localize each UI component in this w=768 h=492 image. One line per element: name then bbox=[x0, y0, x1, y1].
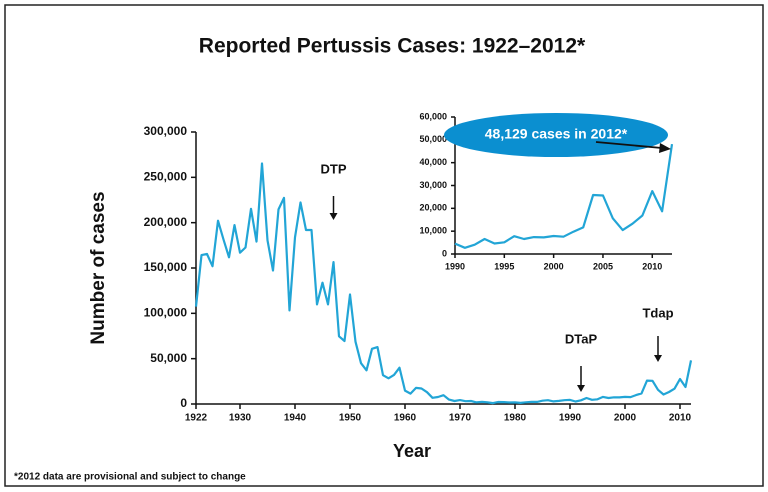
y-tick-label: 150,000 bbox=[144, 260, 188, 274]
x-tick-label: 1995 bbox=[494, 261, 514, 271]
annotation-label: Tdap bbox=[642, 305, 673, 320]
y-tick-label: 0 bbox=[442, 248, 447, 258]
x-tick-label: 1990 bbox=[445, 261, 465, 271]
x-tick-label: 2000 bbox=[614, 413, 637, 424]
callout-label: 48,129 cases in 2012* bbox=[485, 126, 628, 142]
y-tick-label: 50,000 bbox=[419, 134, 447, 144]
annotation-label: DTP bbox=[321, 161, 347, 176]
x-tick-label: 2005 bbox=[593, 261, 613, 271]
y-tick-label: 50,000 bbox=[150, 351, 187, 365]
x-axis-label: Year bbox=[393, 441, 431, 461]
y-tick-label: 40,000 bbox=[419, 157, 447, 167]
y-tick-label: 20,000 bbox=[419, 203, 447, 213]
x-tick-label: 1990 bbox=[559, 413, 582, 424]
x-tick-label: 2010 bbox=[669, 413, 692, 424]
x-tick-label: 1980 bbox=[504, 413, 527, 424]
annotation-label: DTaP bbox=[565, 331, 598, 346]
arrow-head bbox=[577, 385, 585, 392]
x-tick-label: 1930 bbox=[229, 413, 252, 424]
frame bbox=[4, 4, 764, 487]
callout-arrow bbox=[595, 141, 663, 149]
arrow-head bbox=[329, 213, 338, 220]
y-axis-label: Number of cases bbox=[88, 191, 109, 344]
y-tick-label: 200,000 bbox=[144, 215, 188, 229]
x-tick-label: 1960 bbox=[394, 413, 417, 424]
data-line bbox=[454, 143, 674, 249]
arrow-head bbox=[659, 143, 671, 153]
y-tick-label: 30,000 bbox=[419, 180, 447, 190]
y-tick-label: 250,000 bbox=[144, 170, 188, 184]
y-tick-label: 100,000 bbox=[144, 306, 188, 320]
x-tick-label: 1950 bbox=[339, 413, 362, 424]
x-tick-label: 1940 bbox=[284, 413, 307, 424]
data-line bbox=[194, 162, 693, 405]
y-tick-label: 300,000 bbox=[144, 124, 188, 138]
callout-bubble bbox=[444, 113, 668, 157]
x-tick-label: 1970 bbox=[449, 413, 472, 424]
y-tick-label: 60,000 bbox=[419, 111, 447, 121]
footnote: *2012 data are provisional and subject t… bbox=[14, 472, 246, 483]
y-tick-label: 0 bbox=[180, 396, 187, 410]
x-tick-label: 2010 bbox=[642, 261, 662, 271]
x-tick-label: 2000 bbox=[544, 261, 564, 271]
chart-title: Reported Pertussis Cases: 1922–2012* bbox=[199, 35, 586, 58]
y-tick-label: 10,000 bbox=[419, 226, 447, 236]
arrow-head bbox=[654, 355, 662, 362]
x-tick-label: 1922 bbox=[185, 413, 208, 424]
